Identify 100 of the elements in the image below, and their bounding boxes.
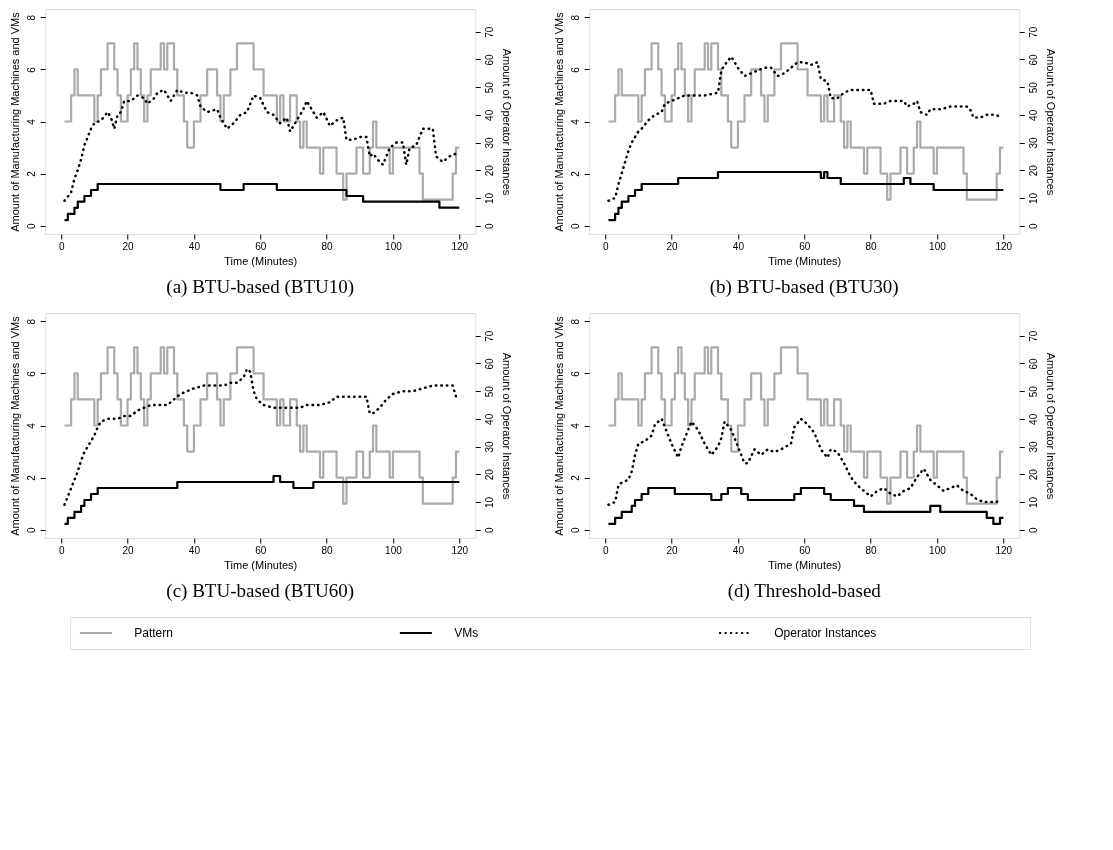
x-tick-label: 80: [321, 544, 334, 556]
y2-tick-label: 70: [1027, 26, 1039, 38]
x-tick-label: 20: [666, 240, 679, 252]
y2-axis-title: Amount of Operator Instances: [1044, 48, 1057, 196]
y-tick-label: 0: [25, 526, 37, 533]
x-axis-title: Time (Minutes): [768, 558, 842, 571]
x-tick-label: 0: [58, 240, 65, 252]
x-tick-label: 20: [122, 544, 135, 556]
x-tick-label: 0: [58, 544, 65, 556]
y-tick-label: 2: [25, 474, 37, 481]
y2-axis-title: Amount of Operator Instances: [1044, 352, 1057, 500]
y2-tick-label: 30: [483, 441, 495, 453]
y2-tick-label: 20: [483, 164, 495, 177]
y2-tick-label: 20: [483, 468, 495, 481]
y2-tick-label: 10: [1027, 496, 1039, 509]
y2-tick-label: 0: [1027, 222, 1039, 229]
x-axis-title: Time (Minutes): [768, 254, 842, 267]
y2-tick-label: 10: [483, 192, 495, 205]
y2-tick-label: 0: [483, 526, 495, 533]
y2-axis-title: Amount of Operator Instances: [500, 352, 513, 500]
x-tick-label: 100: [385, 544, 403, 556]
x-axis-title: Time (Minutes): [224, 254, 298, 267]
y2-tick-label: 30: [1027, 137, 1039, 149]
text: (c) BTU-based (BTU60): [166, 580, 355, 602]
legend-label: Pattern: [134, 626, 173, 640]
y2-tick-label: 20: [1027, 468, 1039, 481]
y2-tick-label: 50: [483, 81, 495, 94]
y-tick-label: 6: [25, 66, 37, 73]
x-tick-label: 120: [995, 544, 1013, 556]
line-series: [63, 88, 458, 202]
x-tick-label: 120: [995, 240, 1013, 252]
x-tick-label: 60: [255, 240, 267, 252]
x-tick-label: 40: [188, 240, 201, 252]
y2-tick-label: 10: [1027, 192, 1039, 205]
y2-tick-label: 60: [1027, 53, 1039, 66]
y-tick-label: 2: [569, 170, 581, 177]
y2-tick-label: 40: [1027, 109, 1039, 121]
y2-tick-label: 70: [1027, 330, 1039, 342]
x-tick-label: 80: [321, 240, 334, 252]
x-tick-label: 20: [122, 240, 135, 252]
y2-tick-label: 40: [483, 109, 495, 121]
y2-tick-label: 0: [1027, 526, 1039, 533]
y2-tick-label: 60: [483, 53, 495, 66]
x-tick-label: 60: [255, 544, 267, 556]
y-tick-label: 6: [569, 370, 581, 377]
text: (b) BTU-based (BTU30): [709, 276, 899, 298]
y-tick-label: 0: [25, 222, 37, 229]
y2-tick-label: 50: [1027, 81, 1039, 94]
y-tick-label: 6: [25, 370, 37, 377]
y-tick-label: 0: [569, 222, 581, 229]
y-tick-label: 2: [25, 170, 37, 177]
y-tick-label: 8: [569, 318, 581, 325]
legend-label: VMs: [454, 626, 479, 640]
y-tick-label: 4: [25, 422, 37, 429]
y-tick-label: 4: [25, 118, 37, 125]
y-tick-label: 4: [569, 118, 581, 125]
x-tick-label: 100: [385, 240, 403, 252]
x-tick-label: 0: [602, 240, 609, 252]
y-tick-label: 4: [569, 422, 581, 429]
x-tick-label: 80: [865, 240, 878, 252]
x-tick-label: 120: [451, 240, 469, 252]
x-tick-label: 120: [451, 544, 469, 556]
x-tick-label: 60: [799, 544, 811, 556]
y-axis-title: Amount of Manufacturing Machines and VMs: [552, 315, 565, 536]
text: (a) BTU-based (BTU10): [166, 276, 355, 298]
y2-tick-label: 40: [483, 413, 495, 425]
y2-tick-label: 0: [483, 222, 495, 229]
x-tick-label: 40: [732, 544, 745, 556]
legend-label: Operator Instances: [774, 626, 877, 640]
y2-tick-label: 40: [1027, 413, 1039, 425]
y-tick-label: 0: [569, 526, 581, 533]
y-axis-title: Amount of Manufacturing Machines and VMs: [8, 11, 21, 232]
y2-tick-label: 60: [483, 357, 495, 370]
y-tick-label: 8: [569, 14, 581, 21]
y2-tick-label: 30: [1027, 441, 1039, 453]
y2-tick-label: 70: [483, 26, 495, 38]
x-tick-label: 60: [799, 240, 811, 252]
text: (d) Threshold-based: [727, 580, 882, 602]
y-tick-label: 8: [25, 318, 37, 325]
y-tick-label: 2: [569, 474, 581, 481]
x-tick-label: 20: [666, 544, 679, 556]
y2-tick-label: 10: [483, 496, 495, 509]
x-tick-label: 100: [929, 240, 947, 252]
x-tick-label: 40: [732, 240, 745, 252]
y2-tick-label: 70: [483, 330, 495, 342]
y2-tick-label: 60: [1027, 357, 1039, 370]
y2-tick-label: 50: [1027, 385, 1039, 398]
x-tick-label: 80: [865, 544, 878, 556]
y2-axis-title: Amount of Operator Instances: [500, 48, 513, 196]
line-series: [607, 417, 1002, 506]
x-tick-label: 0: [602, 544, 609, 556]
y2-tick-label: 30: [483, 137, 495, 149]
x-tick-label: 40: [188, 544, 201, 556]
x-axis-title: Time (Minutes): [224, 558, 298, 571]
y2-tick-label: 20: [1027, 164, 1039, 177]
x-tick-label: 100: [929, 544, 947, 556]
y2-tick-label: 50: [483, 385, 495, 398]
y-axis-title: Amount of Manufacturing Machines and VMs: [552, 11, 565, 232]
y-tick-label: 6: [569, 66, 581, 73]
y-axis-title: Amount of Manufacturing Machines and VMs: [8, 315, 21, 536]
